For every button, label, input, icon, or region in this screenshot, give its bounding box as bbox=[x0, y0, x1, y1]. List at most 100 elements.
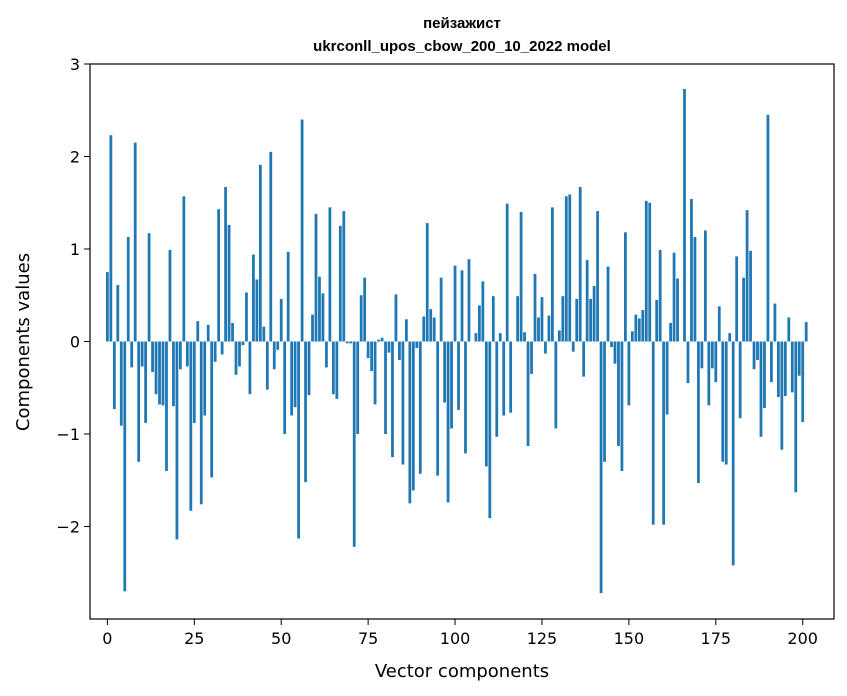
bar bbox=[203, 341, 207, 416]
bar bbox=[759, 341, 763, 437]
bar bbox=[721, 341, 725, 462]
bar bbox=[523, 332, 526, 342]
bar bbox=[606, 266, 610, 342]
bar bbox=[460, 270, 464, 342]
bar bbox=[370, 341, 373, 372]
bar bbox=[544, 341, 547, 354]
bar bbox=[116, 285, 120, 342]
bar bbox=[557, 330, 561, 342]
bar bbox=[224, 187, 227, 342]
bar bbox=[286, 251, 290, 342]
bar bbox=[624, 232, 627, 342]
bar bbox=[331, 341, 335, 395]
bar bbox=[290, 341, 294, 416]
bar bbox=[439, 277, 443, 342]
bar bbox=[578, 187, 582, 342]
bar bbox=[165, 341, 168, 471]
bar bbox=[592, 286, 596, 342]
bar bbox=[464, 341, 467, 454]
bar bbox=[745, 210, 749, 342]
bar bbox=[394, 294, 398, 342]
bar bbox=[724, 341, 728, 465]
bar bbox=[551, 207, 554, 342]
bar bbox=[738, 341, 742, 419]
bar bbox=[123, 341, 127, 592]
bar bbox=[787, 317, 791, 342]
x-tick-label: 150 bbox=[614, 629, 645, 648]
bar bbox=[356, 341, 360, 434]
bar bbox=[752, 341, 756, 370]
bar bbox=[429, 309, 433, 342]
x-tick-label: 0 bbox=[102, 629, 112, 648]
bar bbox=[411, 341, 415, 491]
bar bbox=[415, 341, 419, 348]
bar bbox=[571, 341, 575, 352]
bar bbox=[227, 224, 231, 342]
bar bbox=[770, 341, 773, 383]
bar bbox=[158, 341, 161, 405]
bar bbox=[617, 341, 620, 447]
bar bbox=[210, 341, 214, 478]
bar bbox=[398, 341, 401, 360]
y-axis-label: Components values bbox=[13, 253, 34, 431]
y-tick-label: 3 bbox=[70, 55, 80, 74]
bar bbox=[453, 265, 457, 342]
bar bbox=[172, 341, 175, 407]
bar bbox=[707, 341, 711, 406]
bar bbox=[307, 341, 311, 396]
bar bbox=[599, 341, 603, 594]
bar bbox=[366, 341, 370, 359]
chart-subtitle: ukrconll_upos_cbow_200_10_2022 model bbox=[313, 38, 611, 55]
bar bbox=[269, 151, 273, 342]
bar bbox=[338, 225, 342, 342]
bar bbox=[630, 331, 634, 342]
bar bbox=[644, 200, 648, 342]
bar bbox=[637, 318, 641, 342]
bar bbox=[130, 341, 134, 368]
bar bbox=[627, 341, 631, 406]
bar bbox=[133, 142, 137, 342]
bar bbox=[255, 279, 259, 342]
bar bbox=[154, 341, 158, 395]
bar bbox=[432, 317, 436, 342]
bar bbox=[749, 250, 752, 342]
bar bbox=[610, 341, 613, 348]
bar bbox=[258, 164, 262, 342]
bar bbox=[526, 341, 530, 447]
bar bbox=[199, 341, 203, 505]
bar bbox=[168, 249, 172, 342]
bar bbox=[126, 236, 130, 342]
bar bbox=[196, 321, 200, 342]
bar bbox=[662, 341, 666, 525]
bar bbox=[676, 278, 679, 342]
bar bbox=[352, 341, 356, 547]
bar bbox=[585, 260, 589, 342]
y-tick-label: 2 bbox=[70, 148, 80, 167]
bar bbox=[387, 341, 391, 353]
bar bbox=[137, 341, 141, 462]
bar bbox=[300, 119, 304, 342]
bar bbox=[401, 341, 405, 465]
bar bbox=[408, 341, 412, 504]
x-tick-label: 125 bbox=[527, 629, 558, 648]
bar bbox=[797, 341, 801, 376]
bar bbox=[672, 252, 676, 342]
bar bbox=[700, 341, 704, 369]
bar bbox=[213, 341, 217, 362]
x-tick-label: 175 bbox=[701, 629, 732, 648]
bar bbox=[384, 341, 387, 434]
bar bbox=[161, 341, 165, 406]
bar bbox=[766, 114, 770, 342]
bar bbox=[304, 341, 307, 483]
bar bbox=[686, 341, 690, 384]
bar bbox=[175, 341, 179, 540]
bar bbox=[112, 341, 116, 410]
bar bbox=[377, 339, 380, 342]
bar bbox=[185, 341, 189, 367]
bar bbox=[502, 341, 506, 416]
bar bbox=[119, 341, 123, 426]
bar bbox=[533, 273, 537, 342]
bar bbox=[564, 196, 568, 342]
bar bbox=[697, 341, 700, 484]
